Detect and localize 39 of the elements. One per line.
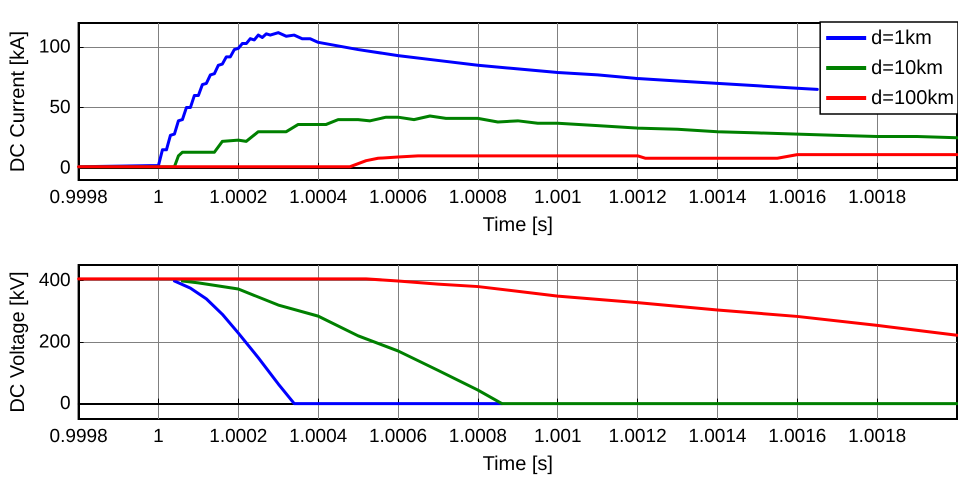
line-series	[77, 277, 958, 337]
x-tick-label: 1.0018	[848, 426, 906, 447]
x-tick-label: 1.0012	[608, 187, 667, 208]
line-series	[180, 280, 958, 406]
y-axis-title: DC Voltage [kV]	[7, 271, 29, 413]
x-tick-label: 1.0006	[368, 187, 428, 208]
x-tick-label: 1.0008	[448, 426, 507, 447]
x-axis-title: Time [s]	[482, 453, 553, 475]
x-tick-label: 1.0008	[448, 187, 507, 208]
x-tick-label: 1.0018	[848, 187, 906, 208]
x-tick-label: 1.0002	[209, 426, 268, 447]
y-tick-label: 200	[38, 332, 71, 352]
y-tick-label: 50	[49, 97, 71, 118]
x-tick-label: 1.0012	[608, 426, 667, 447]
x-tick-label: 0.9998	[50, 426, 108, 447]
x-axis-title: Time [s]	[482, 214, 553, 236]
legend-label: d=1km	[871, 27, 932, 49]
x-tick-label: 0.9998	[50, 187, 108, 208]
y-tick-label: 0	[60, 393, 71, 414]
y-tick-label: 100	[38, 36, 71, 58]
x-tick-label: 1.0016	[768, 426, 826, 447]
x-tick-label: 1.001	[534, 187, 582, 208]
x-tick-label: 1.001	[534, 426, 582, 447]
y-tick-label: 400	[38, 270, 71, 291]
x-tick-label: 1.0016	[768, 187, 826, 208]
x-tick-label: 1.0006	[368, 426, 428, 447]
legend-label: d=100km	[871, 87, 954, 109]
x-tick-label: 1	[153, 426, 164, 447]
x-tick-label: 1.0004	[289, 187, 348, 208]
x-tick-label: 1.0004	[289, 426, 348, 447]
y-axis-title: DC Current [kA]	[7, 30, 29, 172]
line-series	[77, 153, 958, 168]
x-tick-label: 1.0002	[209, 187, 268, 208]
x-tick-label: 1.0014	[688, 426, 747, 447]
x-tick-label: 1.0014	[688, 187, 747, 208]
line-series	[172, 280, 504, 406]
x-tick-label: 1	[153, 187, 164, 208]
legend-label: d=10km	[871, 57, 943, 79]
y-tick-label: 0	[60, 157, 71, 178]
